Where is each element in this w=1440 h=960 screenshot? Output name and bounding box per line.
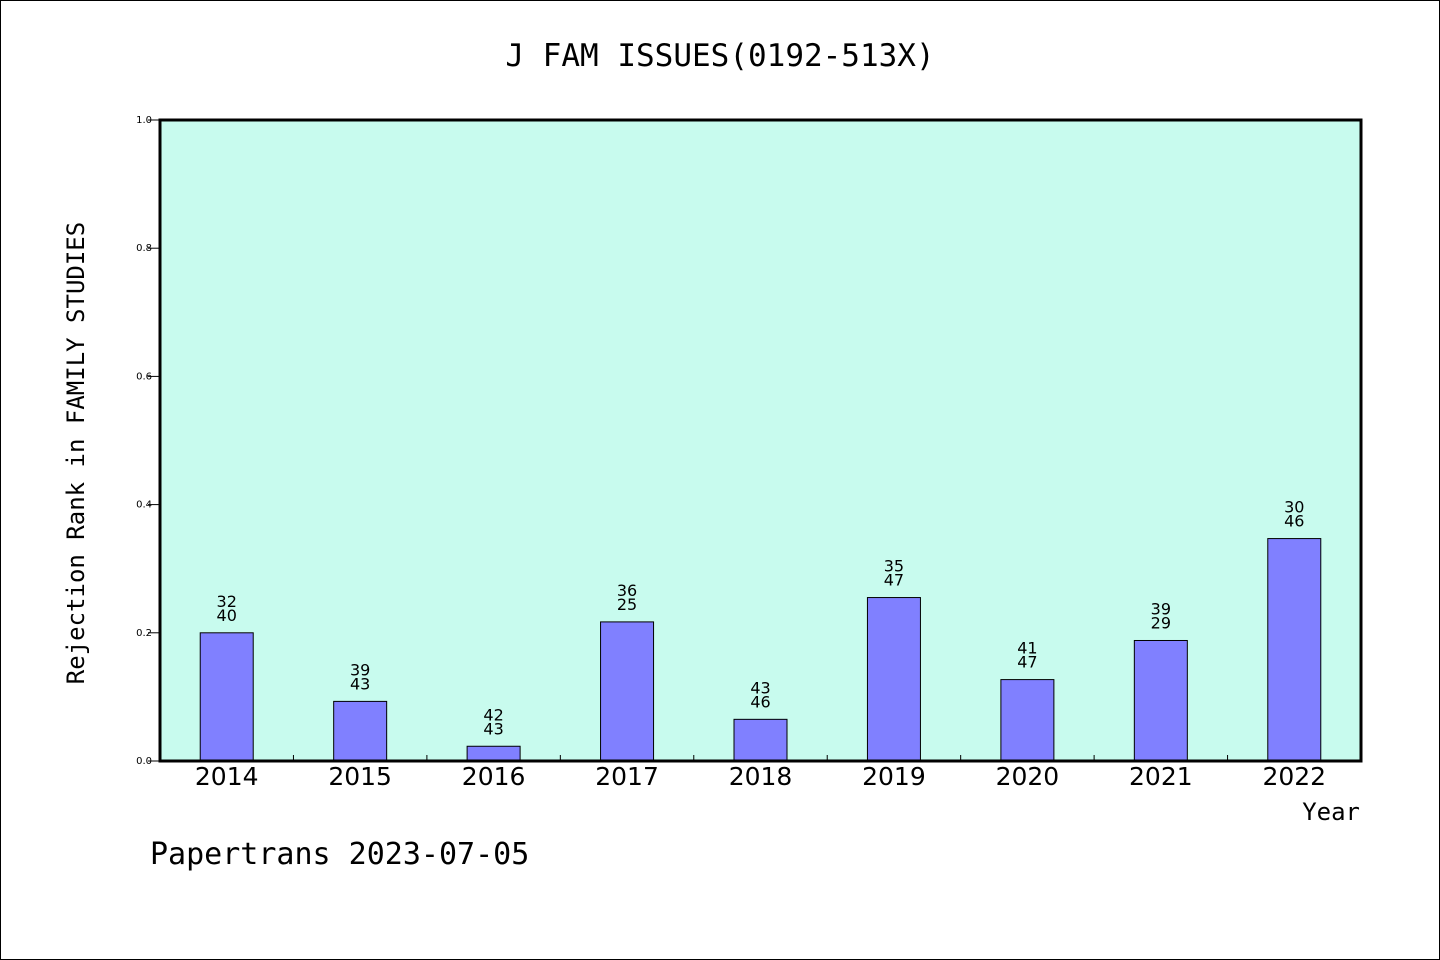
bar-2022 — [1267, 538, 1322, 762]
bar-2014 — [199, 632, 254, 762]
bar-label-2014-2: 40 — [217, 606, 237, 625]
bar-label-2019-1: 35 — [884, 557, 904, 576]
bars-layer — [199, 538, 1322, 762]
y-tick-label-0.6: 0.6 — [136, 371, 152, 382]
bar-label-2022-1: 30 — [1284, 498, 1304, 517]
bar-2015 — [333, 700, 388, 762]
bar-label-2016-2: 43 — [483, 719, 503, 738]
bar-2016 — [466, 745, 521, 762]
y-tick-label-1.0: 1.0 — [136, 115, 152, 126]
x-tick-label-2015: 2015 — [328, 762, 392, 791]
bar-label-2022-2: 46 — [1284, 512, 1304, 531]
bar-label-2020-1: 41 — [1017, 639, 1037, 658]
x-tick-label-2020: 2020 — [996, 762, 1060, 791]
bar-label-2015-2: 43 — [350, 674, 370, 693]
bar-label-2020-2: 47 — [1017, 653, 1037, 672]
y-axis-label: Rejection Rank in FAMILY STUDIES — [62, 222, 90, 684]
x-tick-label-2018: 2018 — [729, 762, 793, 791]
bar-label-2017-2: 25 — [617, 595, 637, 614]
bar-label-2017-1: 36 — [617, 581, 637, 600]
bar-label-2014-1: 32 — [217, 592, 237, 611]
bar-label-2021-1: 39 — [1151, 599, 1171, 618]
x-tick-label-2014: 2014 — [195, 762, 259, 791]
bar-label-2018-1: 43 — [750, 678, 770, 697]
bar-2020 — [1000, 679, 1055, 762]
x-axis-label: Year — [1302, 798, 1360, 826]
ticks-layer: 2014 2015 2016 2017 2018 2019 2020 2021 2022 0.0 0… — [136, 115, 1326, 791]
y-tick-label-0.4: 0.4 — [136, 500, 152, 511]
bar-label-2019-2: 47 — [884, 571, 904, 590]
x-tick-label-2016: 2016 — [462, 762, 526, 791]
bar-label-2016-1: 42 — [483, 705, 503, 724]
x-tick-label-2019: 2019 — [862, 762, 926, 791]
footer-credit: Papertrans 2023-07-05 — [150, 837, 529, 872]
chart-title: J FAM ISSUES(0192-513X) — [505, 38, 934, 74]
x-tick-label-2021: 2021 — [1129, 762, 1193, 791]
bar-label-2018-2: 46 — [750, 692, 770, 711]
bar-2019 — [866, 597, 921, 762]
y-tick-label-0.2: 0.2 — [136, 628, 152, 639]
y-tick-label-0.0: 0.0 — [136, 756, 152, 767]
y-tick-label-0.8: 0.8 — [136, 243, 152, 254]
bar-2021 — [1133, 639, 1188, 762]
bar-label-2015-1: 39 — [350, 660, 370, 679]
bar-2017 — [600, 621, 655, 762]
bar-label-2021-2: 29 — [1151, 613, 1171, 632]
x-tick-label-2022: 2022 — [1262, 762, 1326, 791]
plot-border — [158, 118, 1363, 763]
x-tick-label-2017: 2017 — [595, 762, 659, 791]
bar-2018 — [733, 718, 788, 762]
